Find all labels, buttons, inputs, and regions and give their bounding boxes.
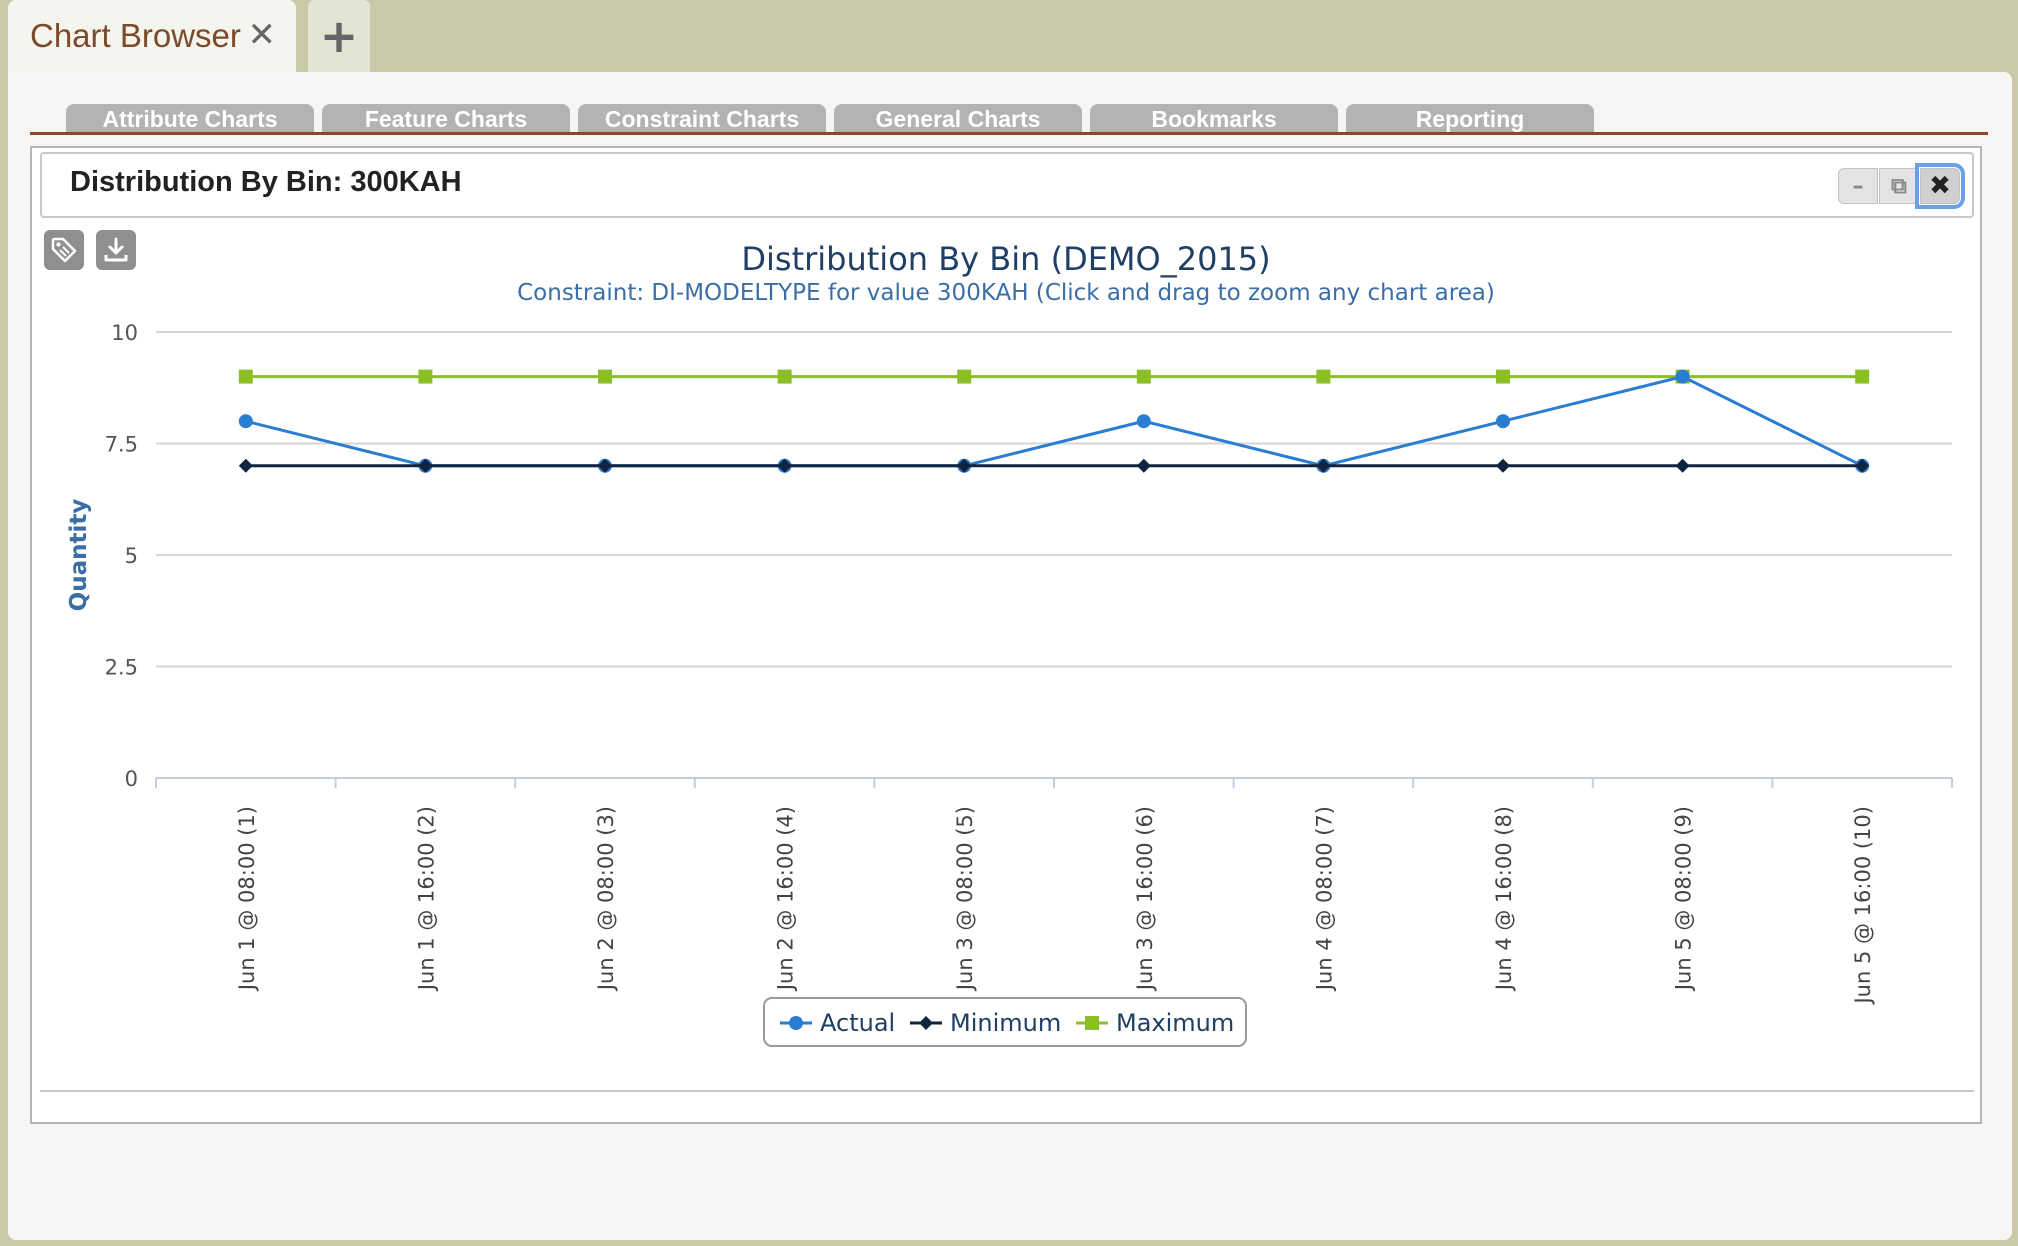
close-panel-button[interactable]: ✖ xyxy=(1915,163,1965,209)
x-tick-label: Jun 4 @ 16:00 (8) xyxy=(1492,806,1516,992)
tab-divider xyxy=(30,132,1988,135)
add-tab-button[interactable]: + xyxy=(308,0,370,72)
chart-subtitle: Constraint: DI-MODELTYPE for value 300KA… xyxy=(517,280,1495,306)
panel-title: Distribution By Bin: 300KAH xyxy=(70,166,462,198)
minimize-button[interactable]: – xyxy=(1838,168,1878,204)
legend: Actual Minimum Maximum xyxy=(763,997,1247,1047)
y-axis-label: Quantity xyxy=(66,499,92,612)
data-point xyxy=(1136,458,1151,473)
data-point xyxy=(1675,458,1690,473)
tab-constraint-charts[interactable]: Constraint Charts xyxy=(578,104,826,134)
x-tick-label: Jun 3 @ 08:00 (5) xyxy=(953,806,977,992)
tab-close-icon[interactable]: ✕ xyxy=(247,15,277,55)
legend-marker xyxy=(789,1016,803,1030)
data-point xyxy=(1316,458,1331,473)
chart-panel xyxy=(30,146,1982,1124)
minimize-icon: – xyxy=(1852,173,1864,199)
panel-footer-divider xyxy=(40,1090,1974,1092)
data-point xyxy=(1675,369,1690,384)
chart-category-tabs: Attribute Charts Feature Charts Constrai… xyxy=(66,104,1602,134)
data-point xyxy=(1496,369,1510,384)
x-tick-label: Jun 4 @ 08:00 (7) xyxy=(1312,806,1336,992)
y-tick-label: 0 xyxy=(125,767,138,791)
legend-label: Actual xyxy=(820,1009,895,1037)
legend-box xyxy=(763,997,1247,1047)
legend-item-maximum: Maximum xyxy=(1076,1009,1234,1037)
tab-attribute-charts[interactable]: Attribute Charts xyxy=(66,104,314,134)
y-tick-label: 10 xyxy=(111,321,138,345)
tab-bookmarks[interactable]: Bookmarks xyxy=(1090,104,1338,134)
close-icon: ✖ xyxy=(1929,171,1951,201)
data-point xyxy=(238,369,253,384)
x-tick-label: Jun 1 @ 16:00 (2) xyxy=(414,806,438,992)
chart-title: Distribution By Bin (DEMO_2015) xyxy=(741,240,1270,278)
legend-item-actual: Actual xyxy=(780,1009,895,1037)
restore-icon: ⧉ xyxy=(1891,173,1907,199)
data-point xyxy=(598,369,612,384)
data-point xyxy=(1136,414,1151,429)
tag-icon xyxy=(51,237,77,263)
panel-header xyxy=(40,152,1974,218)
data-point xyxy=(418,369,433,384)
data-point xyxy=(238,458,253,473)
data-point xyxy=(1496,414,1510,429)
data-point xyxy=(777,369,792,384)
restore-button[interactable]: ⧉ xyxy=(1879,168,1919,204)
tab-feature-charts[interactable]: Feature Charts xyxy=(322,104,570,134)
data-point xyxy=(1855,369,1870,384)
tab-chart-browser[interactable]: Chart Browser ✕ xyxy=(8,0,296,72)
x-tick-label: Jun 3 @ 16:00 (6) xyxy=(1133,806,1157,992)
data-point xyxy=(777,458,792,473)
data-point xyxy=(957,458,972,473)
data-point xyxy=(1316,369,1331,384)
y-tick-label: 5 xyxy=(125,544,138,568)
x-tick-label: Jun 5 @ 16:00 (10) xyxy=(1851,806,1875,1006)
x-tick-label: Jun 2 @ 08:00 (3) xyxy=(594,806,618,992)
legend-label: Minimum xyxy=(950,1009,1061,1037)
x-tick-label: Jun 1 @ 08:00 (1) xyxy=(235,806,259,992)
data-point xyxy=(238,414,253,429)
legend-marker xyxy=(919,1016,933,1030)
data-point xyxy=(418,458,433,473)
legend-item-minimum: Minimum xyxy=(910,1009,1061,1037)
download-icon xyxy=(104,237,128,262)
series-minimum xyxy=(238,458,1870,473)
tab-title: Chart Browser xyxy=(30,17,241,54)
legend-marker xyxy=(1085,1016,1099,1030)
data-point xyxy=(1136,369,1151,384)
bookmark-tag-button[interactable] xyxy=(44,230,84,270)
data-point xyxy=(1855,458,1870,473)
x-tick-label: Jun 5 @ 08:00 (9) xyxy=(1672,806,1696,992)
y-tick-label: 7.5 xyxy=(105,433,138,457)
download-button[interactable] xyxy=(96,230,136,270)
legend-label: Maximum xyxy=(1116,1009,1234,1037)
data-point xyxy=(598,458,612,473)
x-tick-label: Jun 2 @ 16:00 (4) xyxy=(774,806,798,992)
data-point xyxy=(957,369,972,384)
tab-general-charts[interactable]: General Charts xyxy=(834,104,1082,134)
data-point xyxy=(1496,458,1510,473)
tab-reporting[interactable]: Reporting xyxy=(1346,104,1594,134)
y-tick-label: 2.5 xyxy=(105,656,138,680)
